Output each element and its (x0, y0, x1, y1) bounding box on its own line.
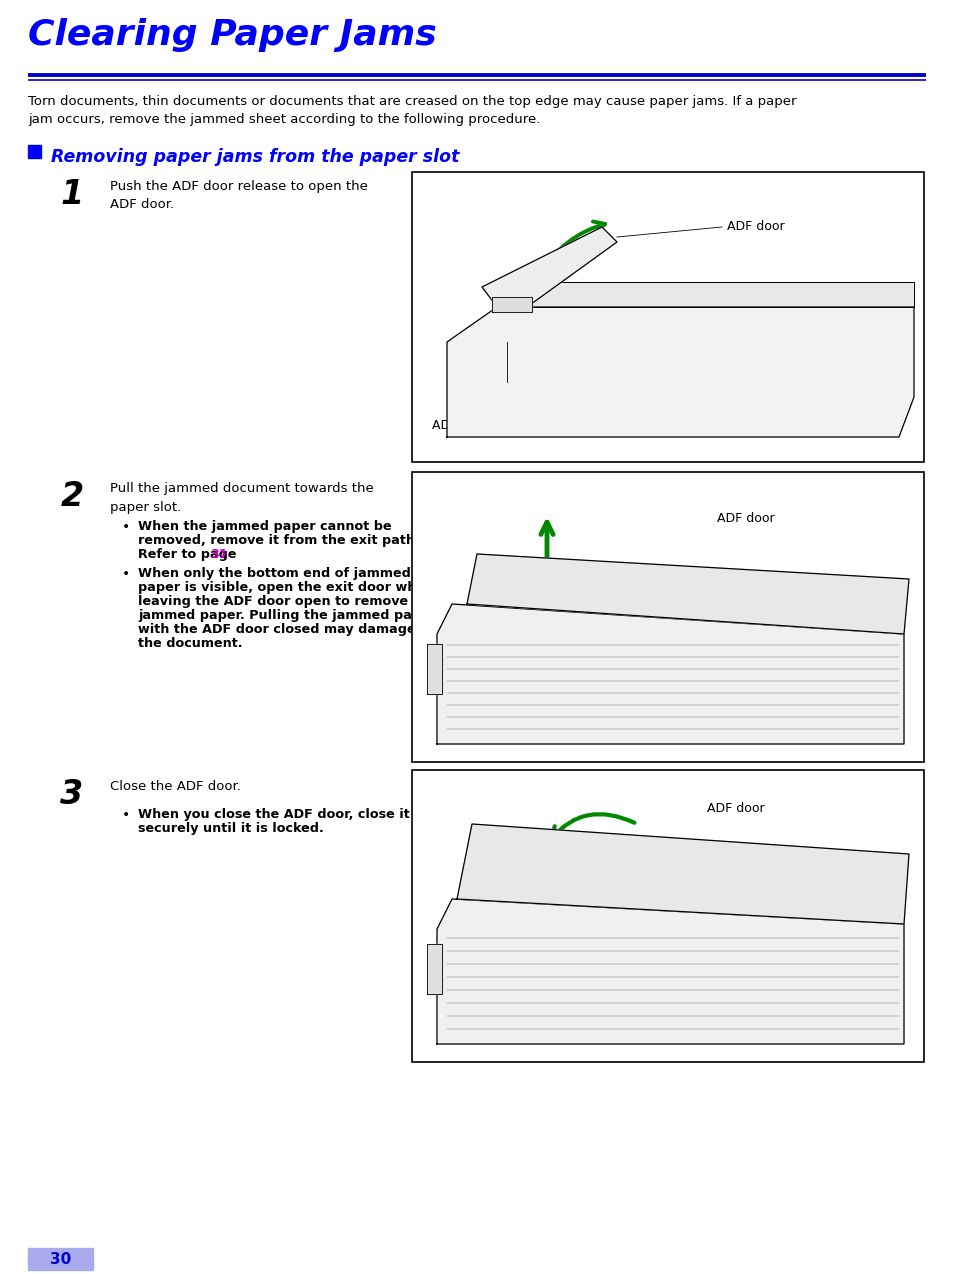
Text: ADF door: ADF door (726, 220, 783, 233)
Text: 2: 2 (60, 480, 84, 513)
Polygon shape (481, 227, 617, 307)
Text: Refer to page: Refer to page (138, 548, 241, 561)
Text: 3: 3 (60, 778, 84, 812)
Text: •: • (122, 808, 131, 822)
Text: leaving the ADF door open to remove the: leaving the ADF door open to remove the (138, 595, 436, 608)
Polygon shape (526, 282, 913, 307)
Polygon shape (467, 554, 908, 634)
Polygon shape (436, 604, 903, 744)
Text: 30: 30 (50, 1252, 71, 1268)
Polygon shape (447, 307, 913, 437)
Text: ADF door: ADF door (717, 512, 774, 525)
Text: When you close the ADF door, close it: When you close the ADF door, close it (138, 808, 410, 820)
Text: 31: 31 (210, 548, 228, 561)
Text: 1: 1 (60, 178, 84, 211)
Bar (28, 1249, 92, 1270)
Text: .: . (223, 548, 228, 561)
Text: the document.: the document. (138, 637, 242, 650)
Bar (492, 297, 532, 312)
Text: Clearing Paper Jams: Clearing Paper Jams (28, 18, 436, 52)
Text: When the jammed paper cannot be: When the jammed paper cannot be (138, 520, 392, 533)
Text: Close the ADF door.: Close the ADF door. (110, 780, 240, 792)
Text: jammed paper. Pulling the jammed paper: jammed paper. Pulling the jammed paper (138, 609, 436, 622)
Text: Push the ADF door release to open the
ADF door.: Push the ADF door release to open the AD… (110, 180, 368, 211)
Text: Removing paper jams from the paper slot: Removing paper jams from the paper slot (45, 148, 459, 166)
Bar (427, 944, 441, 994)
Text: Pull the jammed document towards the
paper slot.: Pull the jammed document towards the pap… (110, 482, 374, 513)
Text: paper is visible, open the exit door while: paper is visible, open the exit door whi… (138, 581, 434, 594)
Text: removed, remove it from the exit path.: removed, remove it from the exit path. (138, 534, 419, 547)
Bar (412, 769, 923, 1063)
Bar (412, 471, 923, 762)
Bar (28, 145, 41, 158)
Text: •: • (122, 520, 131, 534)
Polygon shape (456, 824, 908, 924)
Text: When only the bottom end of jammed: When only the bottom end of jammed (138, 567, 411, 580)
Bar (412, 172, 923, 462)
Text: with the ADF door closed may damage: with the ADF door closed may damage (138, 623, 416, 636)
Text: •: • (122, 567, 131, 581)
Text: ADF door: ADF door (706, 803, 763, 815)
Polygon shape (436, 899, 903, 1043)
Text: Torn documents, thin documents or documents that are creased on the top edge may: Torn documents, thin documents or docume… (28, 96, 796, 126)
Text: ADF door release: ADF door release (432, 419, 539, 432)
Text: securely until it is locked.: securely until it is locked. (138, 822, 323, 834)
Bar (427, 643, 441, 694)
